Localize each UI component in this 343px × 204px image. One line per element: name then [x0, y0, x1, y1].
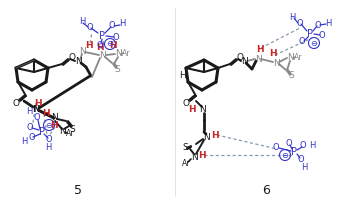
- Text: 5: 5: [74, 184, 82, 196]
- Text: ⊖: ⊖: [106, 40, 114, 49]
- Text: H: H: [42, 109, 50, 118]
- Text: O: O: [273, 143, 279, 152]
- Text: S: S: [288, 71, 294, 81]
- Text: H: H: [309, 142, 315, 151]
- Text: H: H: [325, 20, 331, 29]
- Text: H: H: [211, 131, 219, 140]
- Text: H: H: [96, 42, 104, 51]
- Text: P: P: [291, 147, 297, 157]
- Text: O: O: [182, 99, 189, 108]
- Text: O: O: [109, 21, 115, 31]
- Text: O: O: [298, 155, 304, 164]
- Text: H: H: [188, 105, 196, 114]
- Text: H: H: [34, 100, 42, 109]
- Text: H: H: [85, 41, 93, 50]
- Text: O: O: [69, 52, 75, 61]
- Text: H: H: [301, 163, 307, 172]
- Text: O: O: [300, 142, 306, 151]
- Text: ⊖: ⊖: [282, 151, 288, 160]
- Text: P: P: [99, 31, 105, 41]
- Text: N: N: [273, 59, 280, 68]
- Text: Ar: Ar: [122, 49, 130, 58]
- Text: O: O: [299, 38, 305, 47]
- Text: N: N: [51, 113, 57, 122]
- Text: H: H: [198, 151, 206, 160]
- Text: 6: 6: [262, 184, 270, 196]
- Text: O: O: [27, 122, 33, 132]
- Text: N: N: [287, 53, 293, 62]
- Text: P: P: [39, 127, 45, 137]
- Text: N: N: [203, 133, 209, 142]
- Text: N: N: [191, 153, 197, 162]
- Text: H: H: [109, 41, 117, 51]
- Text: P: P: [307, 29, 313, 39]
- Text: O: O: [319, 31, 325, 41]
- Text: N: N: [79, 48, 85, 57]
- Text: S: S: [69, 124, 75, 133]
- Text: O: O: [12, 99, 20, 108]
- Text: N: N: [59, 128, 66, 136]
- Text: H: H: [26, 108, 32, 116]
- Text: N: N: [75, 58, 81, 67]
- Text: H: H: [179, 71, 185, 81]
- Text: N: N: [255, 54, 261, 63]
- Text: O: O: [286, 139, 292, 147]
- Text: H: H: [79, 18, 85, 27]
- Text: O: O: [87, 22, 93, 31]
- Text: N: N: [32, 105, 40, 114]
- Text: O: O: [113, 33, 119, 42]
- Text: S: S: [114, 64, 120, 73]
- Text: Ar: Ar: [66, 129, 74, 137]
- Text: N: N: [99, 51, 105, 61]
- Text: N: N: [241, 58, 247, 67]
- Text: H: H: [119, 20, 125, 29]
- Text: S: S: [182, 143, 188, 153]
- Text: H: H: [21, 137, 27, 146]
- Text: H: H: [45, 143, 51, 153]
- Text: O: O: [29, 133, 35, 143]
- Text: O: O: [237, 52, 244, 61]
- Text: N: N: [115, 50, 121, 59]
- Text: H: H: [256, 45, 264, 54]
- Text: ⊖: ⊖: [46, 121, 52, 130]
- Text: O: O: [315, 20, 321, 30]
- Text: H: H: [289, 12, 295, 21]
- Text: H: H: [50, 121, 58, 130]
- Text: Ar: Ar: [294, 52, 302, 61]
- Text: H: H: [269, 50, 277, 59]
- Text: ⊖: ⊖: [310, 39, 318, 48]
- Text: O: O: [97, 41, 103, 51]
- Text: O: O: [34, 113, 40, 122]
- Text: Ar: Ar: [182, 159, 190, 167]
- Text: N: N: [199, 105, 205, 114]
- Text: O: O: [46, 135, 52, 144]
- Text: O: O: [297, 19, 303, 28]
